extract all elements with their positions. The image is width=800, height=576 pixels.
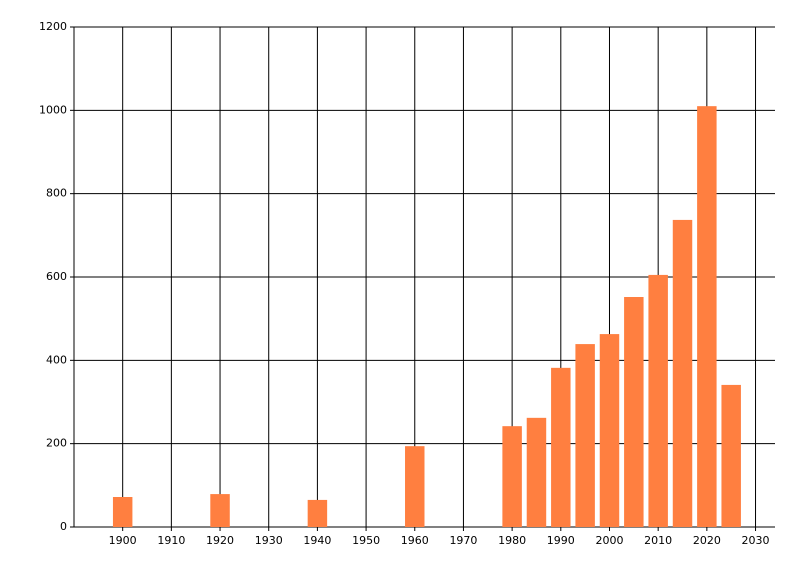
- y-tick-label: 1200: [39, 20, 67, 33]
- x-tick-label: 2030: [742, 534, 770, 547]
- x-tick-label: 1970: [449, 534, 477, 547]
- bar: [648, 274, 668, 527]
- y-tick-label: 0: [60, 520, 67, 533]
- bar: [721, 384, 741, 527]
- x-tick-label: 1900: [109, 534, 137, 547]
- bar: [112, 497, 133, 527]
- bar: [697, 106, 717, 528]
- x-tick-label: 2010: [644, 534, 672, 547]
- x-tick-label: 1920: [206, 534, 234, 547]
- y-tick-label: 200: [46, 437, 67, 450]
- y-tick-label: 600: [46, 270, 67, 283]
- x-tick-label: 1980: [498, 534, 526, 547]
- bar: [599, 334, 620, 527]
- y-tick-label: 800: [46, 187, 67, 200]
- bar: [672, 219, 693, 527]
- x-tick-label: 1940: [303, 534, 331, 547]
- bar: [624, 297, 644, 527]
- x-tick-label: 2020: [693, 534, 721, 547]
- y-tick-label: 1000: [39, 103, 67, 116]
- x-tick-label: 1950: [352, 534, 380, 547]
- x-tick-label: 1930: [255, 534, 283, 547]
- x-tick-label: 1960: [401, 534, 429, 547]
- y-tick-label: 400: [46, 353, 67, 366]
- bar: [526, 417, 547, 527]
- bar: [307, 499, 328, 527]
- x-tick-label: 2000: [595, 534, 623, 547]
- bar: [551, 367, 571, 527]
- x-tick-label: 1990: [547, 534, 575, 547]
- bar: [210, 494, 230, 527]
- bar: [502, 426, 522, 527]
- x-tick-label: 1910: [157, 534, 185, 547]
- bar: [575, 344, 595, 527]
- bar: [405, 446, 425, 527]
